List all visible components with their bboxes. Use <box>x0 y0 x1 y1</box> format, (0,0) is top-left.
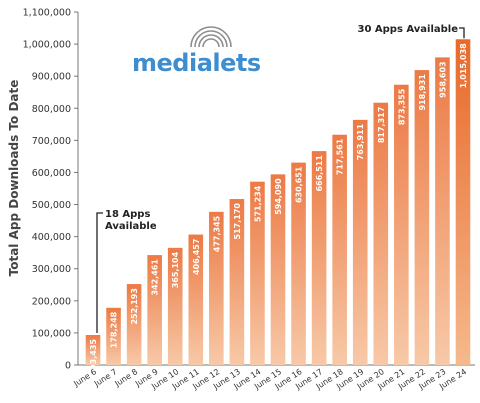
bar-value-label: 252,193 <box>130 288 139 324</box>
bar <box>106 307 121 365</box>
bar <box>373 102 389 365</box>
bar <box>414 70 430 365</box>
bar-value-label: 763,911 <box>356 123 365 160</box>
bar <box>332 134 347 365</box>
bar <box>229 199 245 365</box>
y-tick-label: 600,000 <box>32 168 71 179</box>
bar <box>188 234 204 365</box>
y-tick-label: 700,000 <box>32 136 71 147</box>
bar <box>85 335 101 365</box>
bar-value-label: 958,603 <box>438 61 447 97</box>
bar <box>270 174 286 365</box>
bar <box>455 39 471 366</box>
y-tick-label: 1,100,000 <box>23 8 71 19</box>
bar <box>291 162 306 365</box>
bar-value-label: 1,015,038 <box>459 43 468 88</box>
bar <box>311 151 327 365</box>
annotation-text: 30 Apps Available <box>357 24 458 35</box>
y-tick-label: 100,000 <box>32 328 71 339</box>
signal-waves-icon <box>190 26 232 48</box>
bar <box>167 247 183 365</box>
x-tick-label: June 6 <box>71 367 98 389</box>
bar-value-label: 406,457 <box>192 239 201 275</box>
bar <box>147 255 162 365</box>
y-tick-label: 0 <box>65 361 71 372</box>
y-tick-label: 300,000 <box>32 264 71 275</box>
bar-value-label: 477,345 <box>212 215 221 252</box>
annotation-bracket <box>459 27 465 39</box>
bar-value-label: 93,435 <box>89 339 98 370</box>
bar <box>352 119 368 365</box>
annotation-text: 18 Apps <box>105 209 150 220</box>
bar-value-label: 365,104 <box>171 251 180 288</box>
logo-text: medialets <box>132 49 261 77</box>
bar-value-label: 178,248 <box>110 311 119 348</box>
y-tick-label: 200,000 <box>32 296 71 307</box>
bar <box>250 181 265 365</box>
bar-value-label: 594,090 <box>274 178 283 215</box>
y-tick-label: 900,000 <box>32 72 71 83</box>
y-tick-label: 1,000,000 <box>23 40 71 51</box>
bar <box>209 211 224 365</box>
bar <box>394 84 409 366</box>
bar <box>435 57 450 366</box>
bar-value-label: 817,317 <box>377 107 386 143</box>
bar-value-label: 873,355 <box>397 88 406 125</box>
bar-value-label: 630,651 <box>295 166 304 203</box>
bar-value-label: 342,461 <box>151 259 160 296</box>
bar-value-label: 517,170 <box>233 203 242 240</box>
y-tick-label: 500,000 <box>32 200 71 211</box>
x-tick-label: June 8 <box>112 367 139 389</box>
medialets-logo: medialets <box>132 26 261 77</box>
bar-value-label: 717,561 <box>336 138 345 175</box>
bar <box>126 284 142 365</box>
y-tick-label: 800,000 <box>32 104 71 115</box>
annotation-text: Available <box>105 221 157 232</box>
y-tick-label: 400,000 <box>32 232 71 243</box>
bar-value-label: 571,234 <box>253 185 262 222</box>
bar-value-label: 666,511 <box>315 155 324 192</box>
annotation-bracket <box>96 212 103 334</box>
y-axis-title: Total App Downloads To Date <box>7 80 21 277</box>
y-axis-ticks: 0 100,000 200,000 300,000 400,000 500,000 600,… <box>23 8 78 372</box>
bar-value-label: 918,931 <box>418 74 427 111</box>
